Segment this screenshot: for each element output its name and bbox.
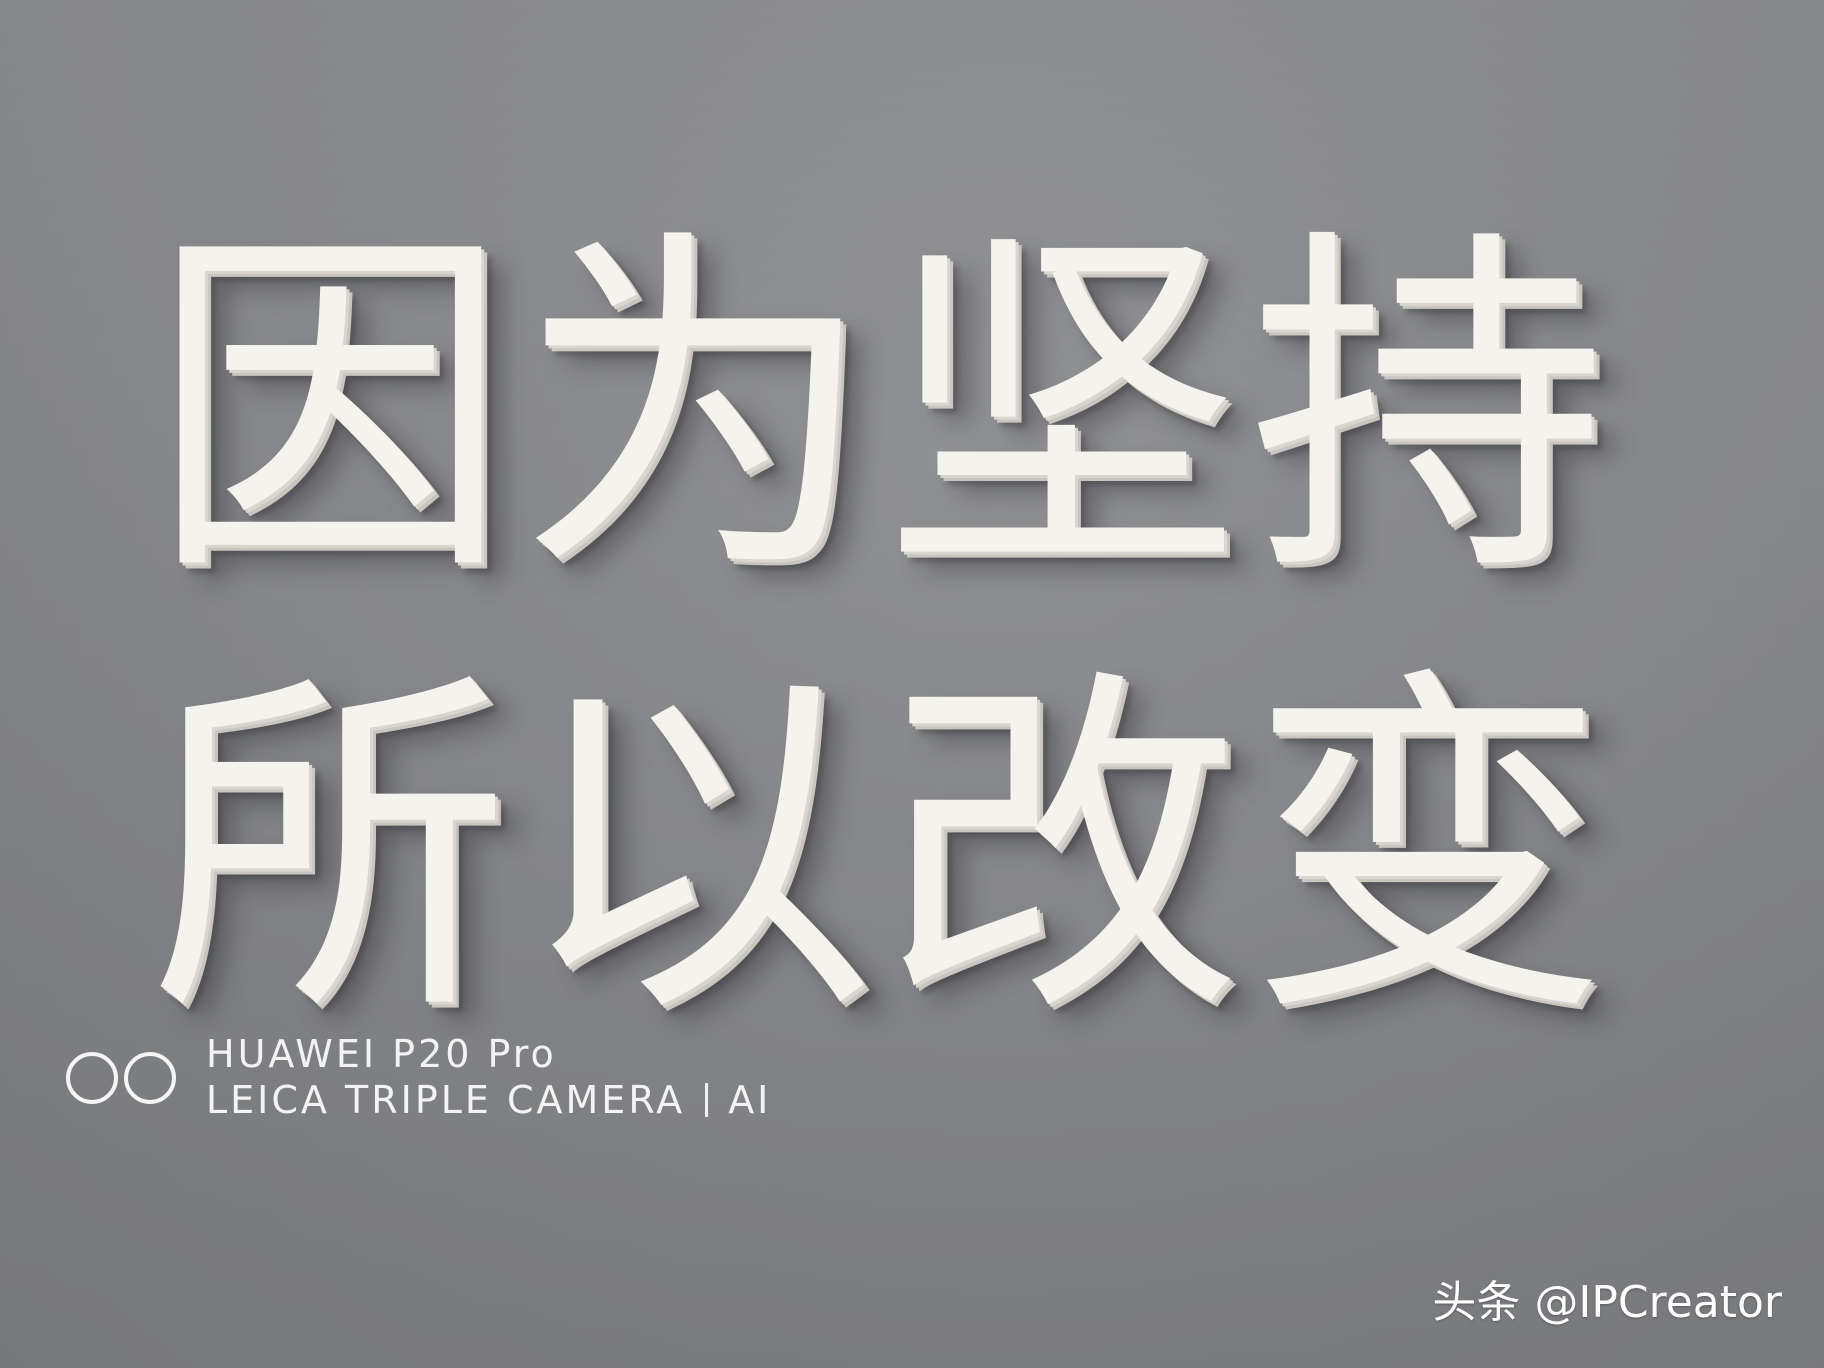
ai-label: AI [728,1077,772,1122]
divider [705,1083,709,1118]
sign-text-line-1: 因为坚持 [150,200,1614,619]
lens-ring-left [66,1051,118,1104]
lens-icon [66,1051,176,1104]
source-watermark: 头条 @IPCreator [1432,1277,1782,1328]
camera-system-line: LEICA TRIPLE CAMERA AI [206,1078,771,1124]
lens-ring-right [124,1051,176,1104]
camera-info: HUAWEI P20 Pro LEICA TRIPLE CAMERA AI [206,1032,771,1123]
camera-system: LEICA TRIPLE CAMERA [206,1077,686,1122]
camera-model: HUAWEI P20 Pro [206,1032,557,1076]
sign-text-line-2: 所以改变 [150,640,1614,1059]
camera-watermark: HUAWEI P20 Pro LEICA TRIPLE CAMERA AI [66,1032,771,1123]
